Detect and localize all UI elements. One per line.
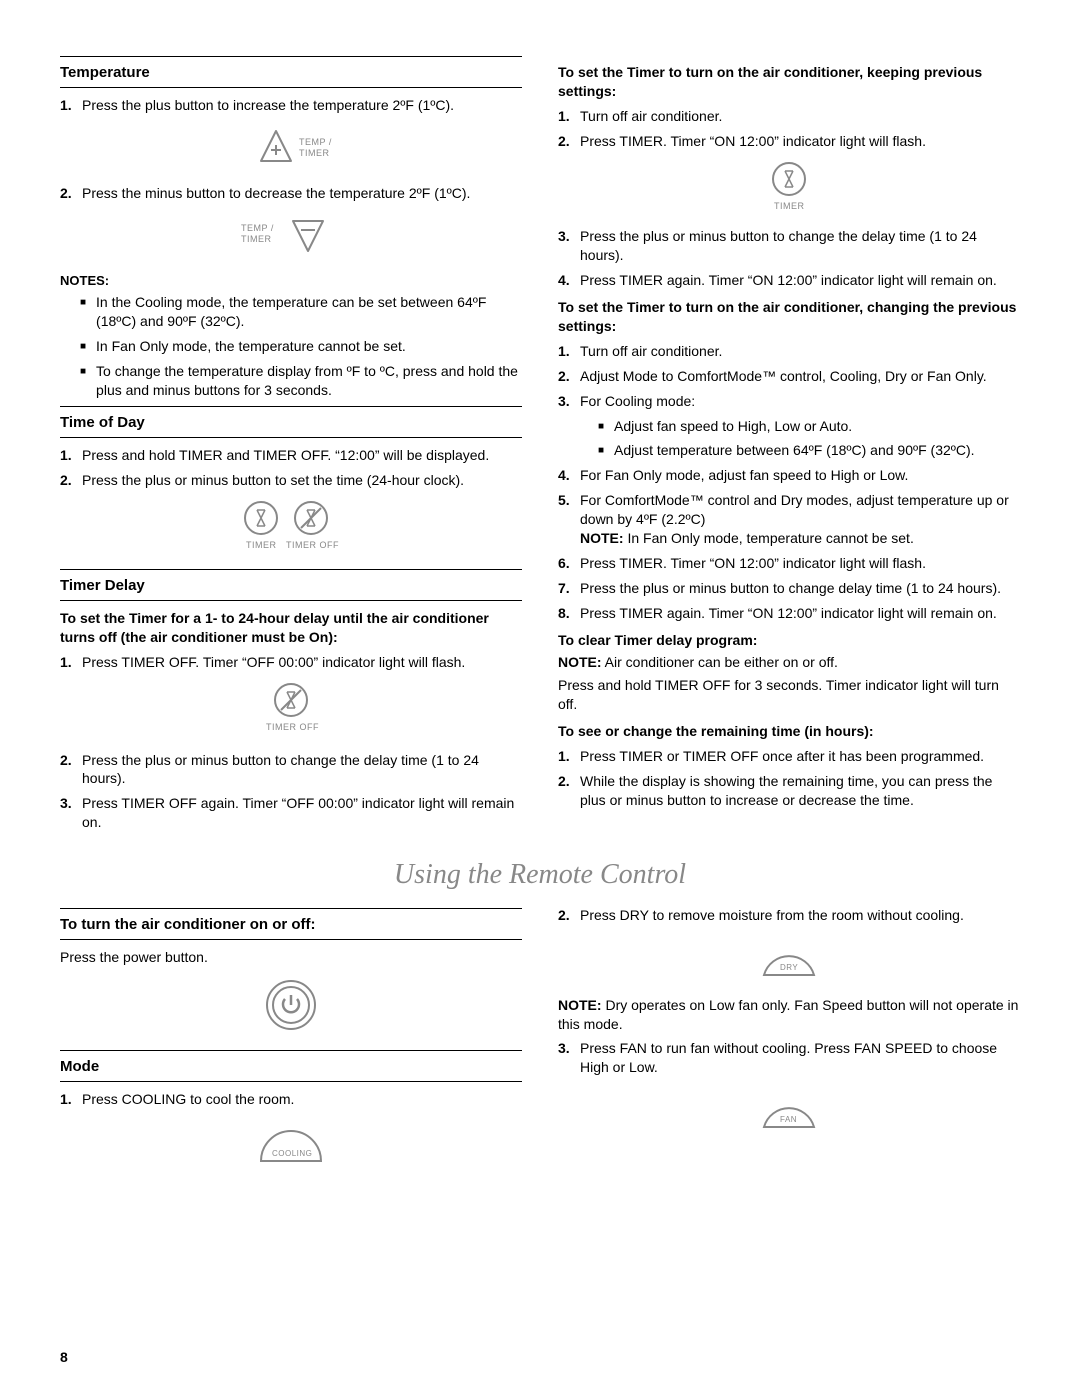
sc-step-4: For Fan Only mode, adjust fan speed to H… [580,466,1020,485]
see-step-1: Press TIMER or TIMER OFF once after it h… [580,747,1020,766]
td-step-1: Press TIMER OFF. Timer “OFF 00:00” indic… [82,653,522,672]
clear-body: Press and hold TIMER OFF for 3 seconds. … [558,676,1020,714]
upper-columns: Temperature 1.Press the plus button to i… [60,50,1020,838]
heading-time-of-day: Time of Day [60,413,522,433]
fig-plus-button: TEMP / TIMER [60,123,522,174]
tod-step-2: Press the plus or minus button to set th… [82,471,522,490]
sc-step-1: Turn off air conditioner. [580,342,1020,361]
td-step-3: Press TIMER OFF again. Timer “OFF 00:00”… [82,794,522,832]
right-column: To set the Timer to turn on the air cond… [558,50,1020,838]
notes-label: NOTES: [60,272,522,290]
svg-text:TEMP /: TEMP / [299,137,332,147]
temp-step-2: Press the minus button to decrease the t… [82,184,522,203]
sk-step-2: Press TIMER. Timer “ON 12:00” indicator … [580,132,1020,151]
dry-note: NOTE: Dry operates on Low fan only. Fan … [558,996,1020,1034]
heading-temperature: Temperature [60,63,522,83]
svg-text:TIMER: TIMER [246,540,277,550]
svg-text:COOLING: COOLING [272,1149,312,1158]
svg-text:TIMER: TIMER [299,148,330,158]
subhead-see-change: To see or change the remaining time (in … [558,722,1020,741]
subhead-set-change: To set the Timer to turn on the air cond… [558,298,1020,336]
subhead-clear: To clear Timer delay program: [558,631,1020,650]
remote-left-column: To turn the air conditioner on or off: P… [60,902,522,1182]
fig-cooling-icon: COOLING [60,1117,522,1172]
subhead-set-keep: To set the Timer to turn on the air cond… [558,63,1020,101]
see-step-2: While the display is showing the remaini… [580,772,1020,810]
page-number: 8 [60,1348,68,1367]
sk-step-3: Press the plus or minus button to change… [580,227,1020,265]
sk-step-1: Turn off air conditioner. [580,107,1020,126]
temp-note-3: To change the temperature display from º… [96,362,522,400]
fig-timer-timeroff-icons: TIMER TIMER OFF [60,498,522,559]
svg-text:DRY: DRY [780,963,798,972]
svg-text:TIMER: TIMER [774,201,805,211]
sc-step-5-note: In Fan Only mode, temperature cannot be … [627,530,913,546]
sc-bullet-2: Adjust temperature between 64ºF (18ºC) a… [614,441,975,460]
temp-step-1: Press the plus button to increase the te… [82,96,522,115]
heading-timer-delay: Timer Delay [60,576,522,596]
remote-right-column: 2.Press DRY to remove moisture from the … [558,902,1020,1182]
svg-text:TIMER OFF: TIMER OFF [286,540,339,550]
heading-turn-on-off: To turn the air conditioner on or off: [60,915,522,935]
svg-text:TEMP /: TEMP / [241,223,274,233]
lower-columns: To turn the air conditioner on or off: P… [60,902,1020,1182]
sc-bullet-1: Adjust fan speed to High, Low or Auto. [614,417,852,436]
fig-dry-icon: DRY [558,933,1020,986]
sc-step-7: Press the plus or minus button to change… [580,579,1020,598]
sc-step-6: Press TIMER. Timer “ON 12:00” indicator … [580,554,1020,573]
sc-step-2: Adjust Mode to ComfortMode™ control, Coo… [580,367,1020,386]
td-step-2: Press the plus or minus button to change… [82,751,522,789]
temp-note-1: In the Cooling mode, the temperature can… [96,293,522,331]
sk-step-4: Press TIMER again. Timer “ON 12:00” indi… [580,271,1020,290]
svg-text:TIMER: TIMER [241,234,272,244]
heading-mode: Mode [60,1057,522,1077]
fig-timer-icon: TIMER [558,159,1020,218]
turn-on-off-body: Press the power button. [60,948,522,967]
mode-step-1: Press COOLING to cool the room. [82,1090,522,1109]
remote-step-2: Press DRY to remove moisture from the ro… [580,906,1020,925]
fig-minus-button: TEMP / TIMER [60,211,522,262]
sc-step-5: For ComfortMode™ control and Dry modes, … [580,492,1009,527]
fig-fan-icon: FAN [558,1085,1020,1138]
temp-note-2: In Fan Only mode, the temperature cannot… [96,337,406,356]
fig-timer-off-icon: TIMER OFF [60,680,522,741]
sc-step-3: For Cooling mode: [580,392,1020,411]
svg-text:FAN: FAN [780,1115,797,1124]
tod-step-1: Press and hold TIMER and TIMER OFF. “12:… [82,446,522,465]
left-column: Temperature 1.Press the plus button to i… [60,50,522,838]
subhead-timer-delay-off: To set the Timer for a 1- to 24-hour del… [60,609,522,647]
fig-power-icon [60,975,522,1040]
section-title: Using the Remote Control [60,856,1020,894]
remote-step-3: Press FAN to run fan without cooling. Pr… [580,1039,1020,1077]
sc-step-8: Press TIMER again. Timer “ON 12:00” indi… [580,604,1020,623]
clear-note: NOTE: Air conditioner can be either on o… [558,653,1020,672]
svg-text:TIMER OFF: TIMER OFF [266,722,319,732]
